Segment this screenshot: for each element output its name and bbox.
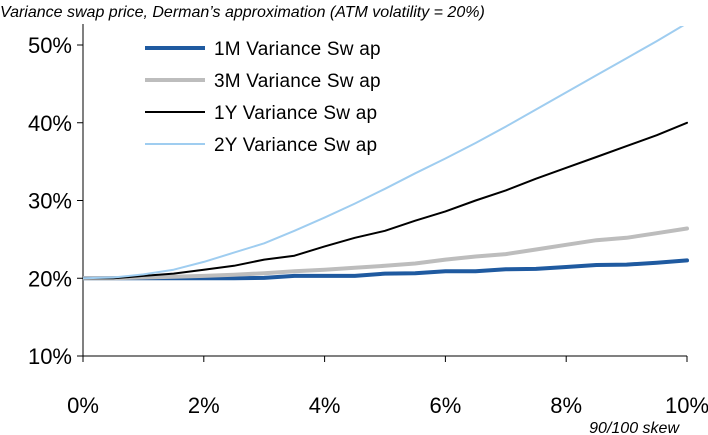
legend-label: 2Y Variance Sw ap — [214, 135, 377, 156]
y-tick-label: 20% — [28, 266, 72, 291]
series-layer — [83, 26, 689, 281]
x-tick-label: 6% — [430, 393, 462, 418]
x-tick-label: 8% — [550, 393, 582, 418]
series-line-3 — [83, 121, 688, 280]
legend-label: 1M Variance Sw ap — [214, 39, 381, 60]
legend-label: 3M Variance Sw ap — [214, 71, 381, 92]
x-tick-label: 4% — [309, 393, 341, 418]
axes: 10% 20% 30% 40% 50% 0% 2% 4% 6% 8% 10% — [28, 24, 708, 418]
y-tick-label: 50% — [28, 33, 72, 58]
y-tick-label: 40% — [28, 111, 72, 136]
series-line-2 — [83, 226, 689, 281]
legend: 1M Variance Sw ap 3M Variance Sw ap 1Y Var… — [145, 39, 381, 156]
x-tick-label: 10% — [665, 393, 708, 418]
y-tick-label: 10% — [28, 344, 72, 369]
series-line-4 — [83, 26, 685, 280]
x-axis-label: 90/100 skew — [589, 420, 680, 435]
y-tick-label: 30% — [28, 189, 72, 214]
chart-title: Variance swap price, Derman’s approximat… — [0, 4, 485, 21]
legend-label: 1Y Variance Sw ap — [214, 103, 377, 124]
x-tick-label: 0% — [67, 393, 99, 418]
x-tick-label: 2% — [188, 393, 220, 418]
